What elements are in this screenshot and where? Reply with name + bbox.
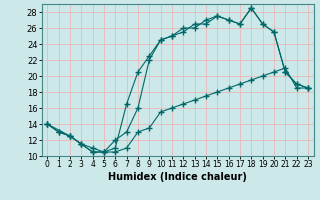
X-axis label: Humidex (Indice chaleur): Humidex (Indice chaleur) [108, 172, 247, 182]
